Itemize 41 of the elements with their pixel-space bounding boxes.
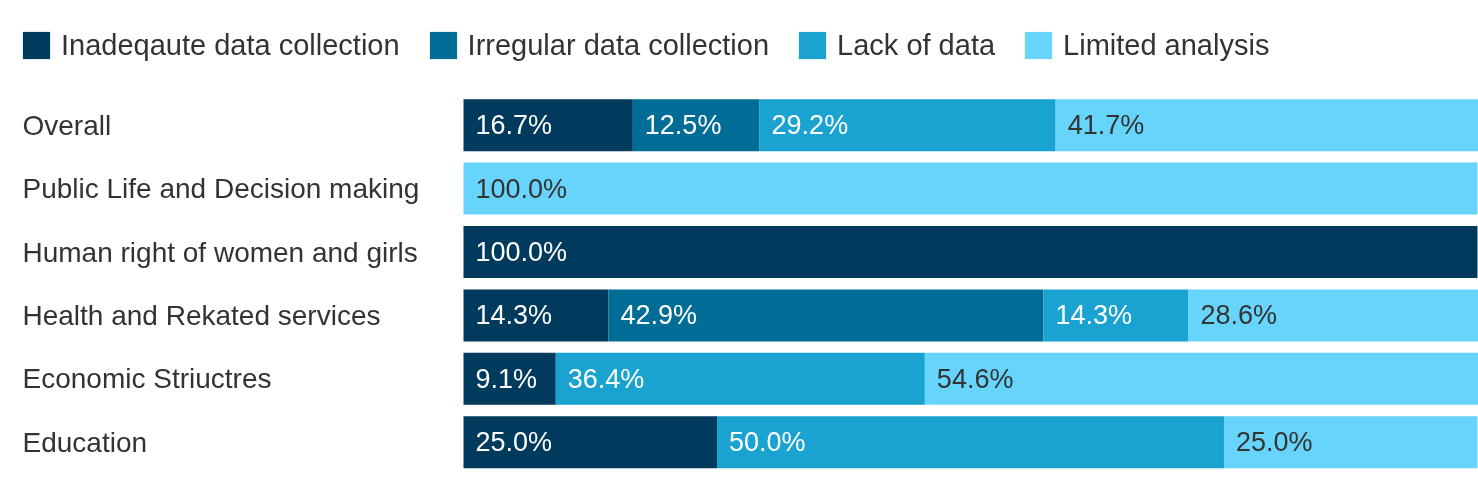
data-label: 100.0% bbox=[475, 173, 568, 204]
legend-label: Lack of data bbox=[837, 28, 996, 62]
bar bbox=[1043, 289, 1189, 342]
y-tick-label: Education bbox=[22, 426, 148, 458]
bar bbox=[1188, 289, 1478, 342]
data-label: 9.1% bbox=[475, 363, 538, 394]
data-label: 12.5% bbox=[644, 110, 722, 141]
bar bbox=[924, 352, 1478, 405]
data-label: 42.9% bbox=[620, 300, 698, 331]
data-label: 36.4% bbox=[567, 363, 645, 394]
data-label: 54.6% bbox=[936, 363, 1014, 394]
y-tick-label: Public Life and Decision making bbox=[22, 173, 420, 205]
data-label: 100.0% bbox=[475, 237, 568, 267]
data-label: 25.0% bbox=[1235, 427, 1313, 458]
data-label: 16.7% bbox=[475, 110, 553, 141]
data-label: 50.0% bbox=[729, 427, 806, 458]
bar bbox=[1055, 99, 1478, 152]
y-tick-label: Health and Rekated services bbox=[22, 299, 381, 331]
data-label: 14.3% bbox=[475, 300, 553, 331]
bar bbox=[463, 416, 717, 469]
legend-label: Limited analysis bbox=[1063, 28, 1270, 62]
bar bbox=[463, 99, 633, 152]
bar bbox=[632, 99, 760, 152]
data-label: 41.7% bbox=[1067, 110, 1145, 141]
bar bbox=[555, 352, 925, 405]
bar bbox=[463, 162, 1478, 215]
data-label: 29.2% bbox=[771, 110, 849, 141]
bar bbox=[463, 226, 1478, 278]
legend-label: Irregular data collection bbox=[467, 28, 770, 62]
bar bbox=[463, 289, 609, 342]
bar bbox=[717, 416, 1224, 469]
bar bbox=[759, 99, 1056, 152]
y-tick-label: Economic Striuctres bbox=[22, 363, 272, 395]
data-label: 28.6% bbox=[1200, 300, 1278, 331]
data-label: 25.0% bbox=[475, 427, 553, 458]
y-tick-label: Human right of women and girls bbox=[22, 236, 418, 268]
legend-label: Inadeqaute data collection bbox=[61, 28, 400, 62]
y-tick-label: Overall bbox=[22, 109, 112, 141]
bar bbox=[1223, 416, 1478, 469]
data-label: 14.3% bbox=[1055, 300, 1133, 331]
bar bbox=[608, 289, 1044, 342]
